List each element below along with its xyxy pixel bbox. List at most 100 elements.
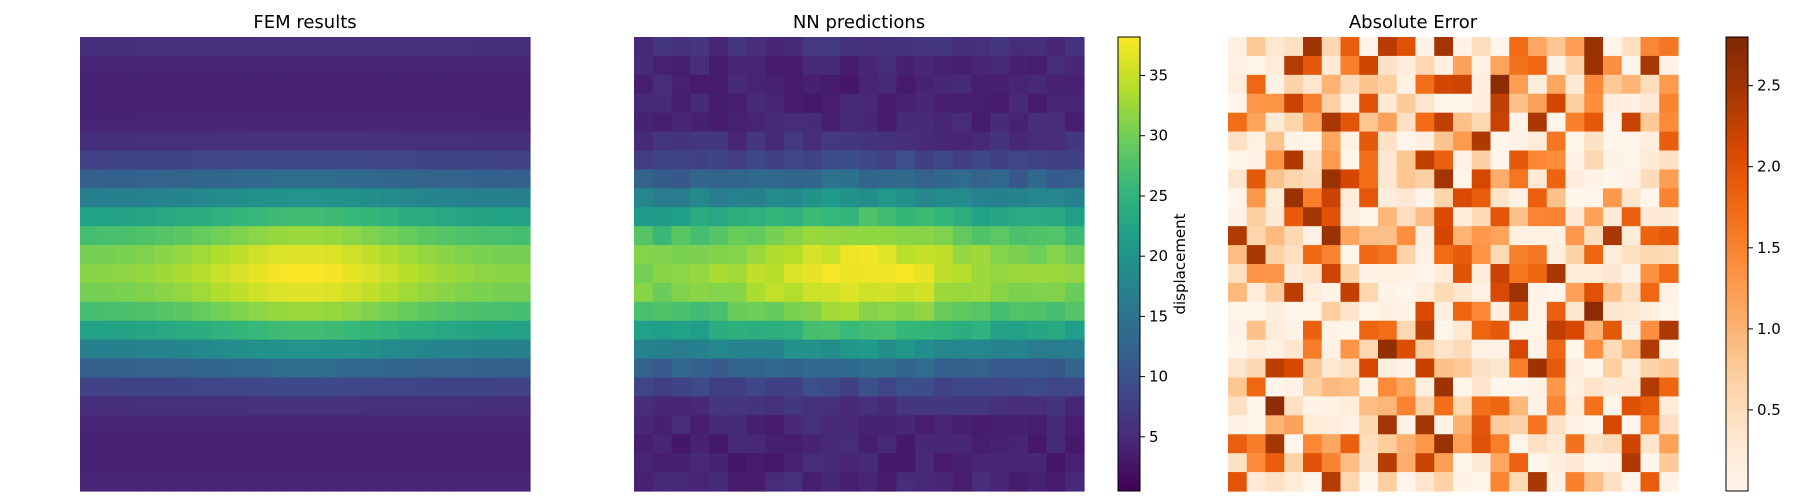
- error-cell: [1490, 377, 1510, 398]
- nn-cell: [821, 396, 841, 416]
- nn-cell: [690, 282, 710, 303]
- nn-cell: [1065, 472, 1085, 492]
- nn-cell: [821, 131, 841, 152]
- fem-cell: [211, 282, 231, 303]
- nn-cell: [1009, 358, 1029, 379]
- nn-cell: [859, 282, 879, 303]
- error-cell: [1509, 301, 1529, 322]
- nn-cell: [1065, 74, 1085, 95]
- fem-cell: [361, 339, 381, 360]
- error-cell: [1284, 358, 1304, 379]
- error-cell: [1303, 339, 1323, 360]
- fem-cell: [342, 131, 362, 152]
- error-cell: [1378, 377, 1398, 398]
- fem-cell: [286, 264, 306, 284]
- fem-cell: [380, 245, 400, 265]
- nn-cell: [859, 37, 879, 57]
- fem-cell: [248, 377, 269, 398]
- nn-cell: [1046, 339, 1066, 360]
- fem-cell: [323, 131, 344, 152]
- error-cell: [1584, 150, 1604, 171]
- colorbar-error-ticks: 0.51.01.52.02.5: [1748, 77, 1781, 419]
- error-cell: [1415, 282, 1435, 303]
- error-cell: [1265, 301, 1285, 322]
- fem-cell: [361, 37, 381, 57]
- nn-cell: [896, 131, 916, 152]
- error-cell: [1565, 415, 1585, 435]
- fem-cell: [380, 301, 400, 322]
- fem-cell: [173, 377, 194, 398]
- error-cell: [1228, 131, 1248, 152]
- error-cell: [1359, 358, 1379, 379]
- fem-cell: [286, 55, 306, 76]
- fem-cell: [398, 169, 419, 189]
- error-cell: [1321, 169, 1342, 189]
- error-cell: [1321, 453, 1342, 473]
- error-cell: [1284, 264, 1304, 284]
- fem-cell: [211, 112, 231, 133]
- nn-cell: [915, 339, 935, 360]
- nn-cell: [652, 264, 673, 284]
- nn-cell: [802, 226, 823, 246]
- fem-cell: [136, 434, 156, 454]
- error-cell: [1659, 282, 1679, 303]
- error-cell: [1603, 245, 1623, 265]
- fem-cell: [211, 55, 231, 76]
- fem-cell: [98, 264, 119, 284]
- nn-cell: [671, 150, 691, 171]
- fem-cell: [192, 150, 212, 171]
- error-cell: [1284, 453, 1304, 473]
- nn-cell: [915, 453, 935, 473]
- error-cell: [1396, 377, 1417, 398]
- error-cell: [1509, 358, 1529, 379]
- nn-cell: [1027, 131, 1048, 152]
- fem-cell: [455, 301, 475, 322]
- error-cell: [1471, 188, 1492, 208]
- error-cell: [1321, 377, 1342, 398]
- fem-cell: [211, 358, 231, 379]
- fem-cell: [398, 358, 419, 379]
- error-cell: [1603, 415, 1623, 435]
- error-cell: [1434, 93, 1454, 114]
- fem-cell: [361, 301, 381, 322]
- error-cell: [1396, 358, 1417, 379]
- fem-cell: [98, 37, 119, 57]
- nn-cell: [690, 339, 710, 360]
- nn-cell: [652, 93, 673, 114]
- error-cell: [1246, 434, 1267, 454]
- error-cell: [1246, 169, 1267, 189]
- nn-cell: [802, 188, 823, 208]
- nn-cell: [746, 358, 766, 379]
- error-cell: [1546, 453, 1567, 473]
- nn-cell: [1009, 74, 1029, 95]
- error-cell: [1284, 188, 1304, 208]
- fem-cell: [155, 453, 175, 473]
- error-cell: [1546, 131, 1567, 152]
- nn-cell: [802, 320, 823, 341]
- fem-cell: [323, 188, 344, 208]
- nn-cell: [746, 37, 766, 57]
- error-cell: [1471, 434, 1492, 454]
- nn-cell: [1009, 453, 1029, 473]
- nn-cell: [802, 74, 823, 95]
- error-cell: [1359, 55, 1379, 76]
- error-cell: [1471, 226, 1492, 246]
- error-cell: [1471, 453, 1492, 473]
- error-cell: [1415, 358, 1435, 379]
- error-cell: [1378, 245, 1398, 265]
- fem-cell: [323, 37, 344, 57]
- error-cell: [1640, 358, 1660, 379]
- nn-cell: [896, 453, 916, 473]
- nn-cell: [709, 55, 729, 76]
- error-cell: [1621, 245, 1642, 265]
- nn-cell: [821, 93, 841, 114]
- error-cell: [1546, 415, 1567, 435]
- nn-cell: [971, 226, 991, 246]
- error-cell: [1340, 74, 1360, 95]
- nn-cell: [859, 472, 879, 492]
- error-cell: [1528, 245, 1548, 265]
- nn-cell: [671, 282, 691, 303]
- fem-cell: [192, 415, 212, 435]
- nn-cell: [652, 37, 673, 57]
- error-cell: [1584, 74, 1604, 95]
